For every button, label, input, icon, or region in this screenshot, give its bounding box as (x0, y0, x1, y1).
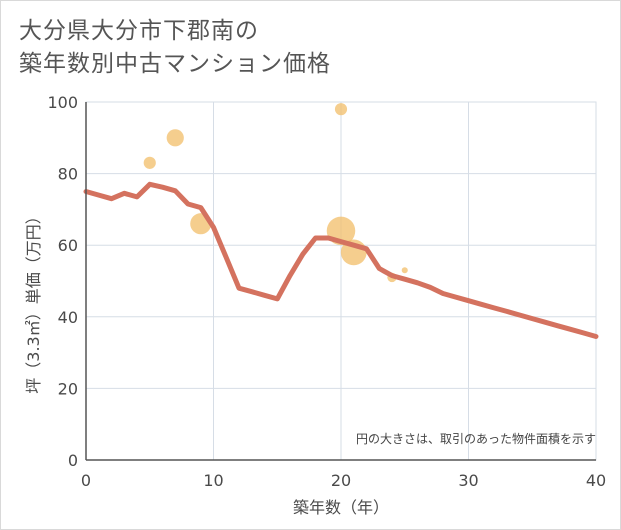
y-tick-label: 20 (58, 379, 78, 398)
x-tick-label: 40 (586, 471, 606, 490)
bubble-size-note: 円の大きさは、取引のあった物件面積を示す (356, 431, 596, 446)
x-tick-label: 30 (458, 471, 478, 490)
x-tick-label: 0 (81, 471, 91, 490)
x-axis-label: 築年数（年） (293, 498, 389, 517)
bubble-point (334, 103, 348, 116)
y-tick-label: 60 (58, 236, 78, 255)
chart-title: 大分県大分市下郡南の 築年数別中古マンション価格 (19, 15, 331, 81)
bubble-point (401, 267, 408, 274)
bubble-point (166, 129, 184, 147)
average-price-line (83, 181, 599, 339)
y-tick-label: 80 (58, 165, 78, 184)
y-axis-label: 坪（3.3㎡）単価（万円） (24, 208, 43, 393)
bubble-point (143, 156, 156, 169)
x-tick-label: 10 (203, 471, 223, 490)
chart-title-line-1: 大分県大分市下郡南の (19, 18, 259, 44)
y-tick-label: 40 (58, 308, 78, 327)
chart-title-line-2: 築年数別中古マンション価格 (19, 51, 331, 77)
tick-labels: 0 10 20 30 40 0 20 40 60 80 100 (47, 93, 606, 490)
axes (85, 102, 596, 461)
average-line-series (83, 181, 599, 339)
grid (85, 101, 597, 461)
x-tick-label: 20 (331, 471, 351, 490)
y-tick-label: 0 (68, 451, 78, 470)
y-tick-label: 100 (47, 93, 78, 112)
